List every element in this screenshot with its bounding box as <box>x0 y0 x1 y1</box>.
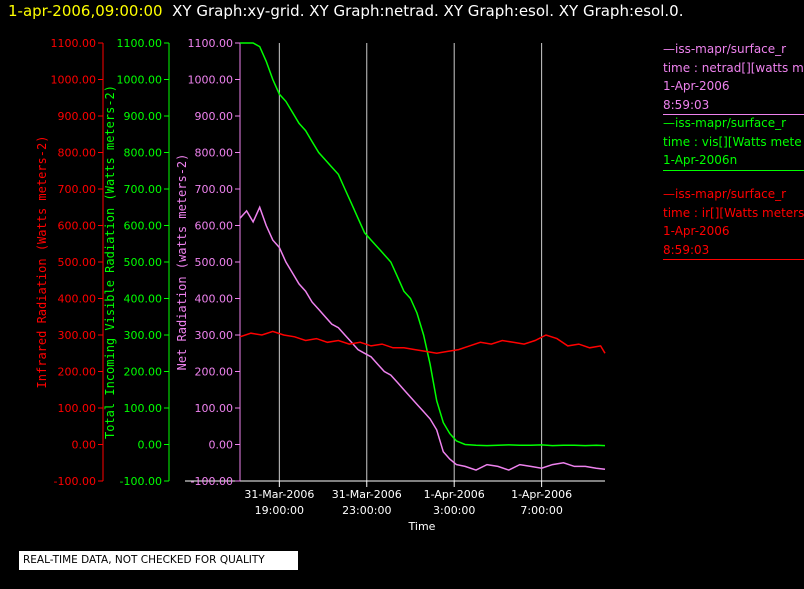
x-tick-label: 7:00:00 <box>520 504 562 517</box>
vis-axis-tick-label: -100.00 <box>120 475 162 488</box>
vis-series-line <box>240 42 606 447</box>
net-axis-tick-label: 600.00 <box>195 220 234 233</box>
legend-separator <box>663 169 804 171</box>
net-axis-tick-label: 800.00 <box>195 147 234 160</box>
legend-line: 1-Apr-2006n <box>663 153 738 167</box>
net-series-line <box>239 205 606 471</box>
ir-axis-tick-label: 100.00 <box>58 402 97 415</box>
vis-axis-tick-label: 200.00 <box>124 366 163 379</box>
ir-axis-tick-label: 500.00 <box>58 256 97 269</box>
vis-axis-tick-label: 600.00 <box>124 220 163 233</box>
ir-axis-tick-label: 600.00 <box>58 220 97 233</box>
x-tick-label: 1-Apr-2006 <box>511 488 572 501</box>
ir-series-line <box>239 330 606 355</box>
net-axis-tick-label: 100.00 <box>195 402 234 415</box>
net-axis-tick-label: 400.00 <box>195 293 234 306</box>
vis-axis-tick-label: 400.00 <box>124 293 163 306</box>
x-tick-label: 1-Apr-2006 <box>424 488 485 501</box>
net-axis-tick-label: 200.00 <box>195 366 234 379</box>
legend-separator <box>663 259 804 260</box>
x-tick-label: 3:00:00 <box>433 504 475 517</box>
header: 1-apr-2006,09:00:00 XY Graph:xy-grid. XY… <box>8 2 683 20</box>
header-date: 1-apr-2006,09:00:00 <box>8 2 163 20</box>
ir-axis-tick-label: 1000.00 <box>51 74 97 87</box>
vis-axis-label: Total Incoming Visible Radiation (Watts … <box>103 85 117 439</box>
net-axis-tick-label: -100.00 <box>191 475 233 488</box>
vis-axis-tick-label: 0.00 <box>138 439 163 452</box>
axes: 31-Mar-2006 19:00:00 31-Mar-2006 23:00:00 1-… <box>35 37 605 533</box>
legend-line: —iss-mapr/surface_r <box>663 42 787 56</box>
ir-axis-tick-label: 200.00 <box>58 366 97 379</box>
net-axis-tick-label: 300.00 <box>195 329 234 342</box>
x-tick-label: 31-Mar-2006 <box>332 488 402 501</box>
ir-axis-tick-label: 400.00 <box>58 293 97 306</box>
vis-axis-tick-label: 100.00 <box>124 402 163 415</box>
grid-lines <box>278 43 543 481</box>
header-graph-list: XY Graph:xy-grid. XY Graph:netrad. XY Gr… <box>172 2 684 20</box>
x-tick-label: 23:00:00 <box>342 504 391 517</box>
series-layer <box>239 42 606 471</box>
legend-line: —iss-mapr/surface_r <box>663 116 787 130</box>
ir-axis-tick-label: 900.00 <box>58 110 97 123</box>
vis-axis-tick-label: 500.00 <box>124 256 163 269</box>
ir-axis-tick-label: -100.00 <box>54 475 96 488</box>
x-axis-label: Time <box>408 520 436 533</box>
vis-axis-tick-label: 700.00 <box>124 183 163 196</box>
ir-axis-tick-label: 800.00 <box>58 147 97 160</box>
ir-axis-tick-label: 1100.00 <box>51 37 97 50</box>
legend-line: 8:59:03 <box>663 97 710 112</box>
legend-line: 1-Apr-2006 <box>663 79 730 93</box>
ir-axis-tick-label: 300.00 <box>58 329 97 342</box>
net-axis-tick-label: 900.00 <box>195 110 234 123</box>
legend-line: 1-Apr-2006 <box>663 224 730 238</box>
net-axis-tick-label: 1000.00 <box>188 74 234 87</box>
net-axis-tick-label: 1100.00 <box>188 37 234 50</box>
net-axis-tick-label: 0.00 <box>209 439 234 452</box>
vis-axis-tick-label: 1100.00 <box>117 37 163 50</box>
vis-axis-tick-label: 1000.00 <box>117 74 163 87</box>
ir-axis-tick-label: 0.00 <box>72 439 97 452</box>
vis-axis-tick-label: 300.00 <box>124 329 163 342</box>
quality-notice: REAL-TIME DATA, NOT CHECKED FOR QUALITY <box>19 551 298 570</box>
x-tick-label: 31-Mar-2006 <box>244 488 314 501</box>
legend-line: time : vis[][Watts mete <box>663 134 802 149</box>
legend-line: time : ir[][Watts meters <box>663 205 804 220</box>
ir-axis-label: Infrared Radiation (Watts meters-2) <box>35 136 49 389</box>
x-tick-label: 19:00:00 <box>255 504 304 517</box>
ir-axis-tick-label: 700.00 <box>58 183 97 196</box>
legend-line: —iss-mapr/surface_r <box>663 187 787 201</box>
net-axis-tick-label: 500.00 <box>195 256 234 269</box>
legend-separator <box>663 114 804 115</box>
vis-axis-tick-label: 900.00 <box>124 110 163 123</box>
net-axis-label: Net Radiation (watts meters-2) <box>175 154 189 371</box>
vis-axis-tick-label: 800.00 <box>124 147 163 160</box>
legend-line: 8:59:03 <box>663 242 710 257</box>
legend-line: time : netrad[][watts m <box>663 60 804 75</box>
net-axis-tick-label: 700.00 <box>195 183 234 196</box>
